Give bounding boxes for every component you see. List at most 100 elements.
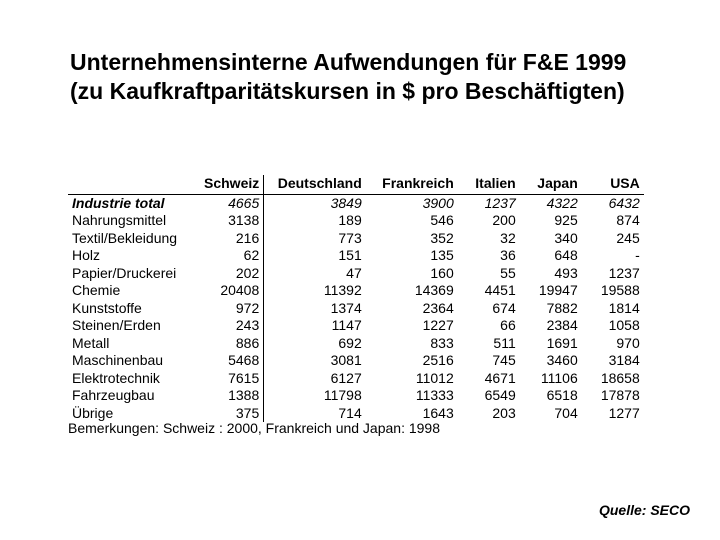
- row-label: Textil/Bekleidung: [68, 230, 200, 248]
- cell: 245: [582, 230, 644, 248]
- row-label: Industrie total: [68, 194, 200, 212]
- table-row: Fahrzeugbau138811798113336549651817878: [68, 387, 644, 405]
- cell: 36: [458, 247, 520, 265]
- cell: 1147: [264, 317, 366, 335]
- table-header-row: Schweiz Deutschland Frankreich Italien J…: [68, 175, 644, 194]
- cell: 18658: [582, 370, 644, 388]
- table-body: Industrie total466538493900123743226432N…: [68, 194, 644, 422]
- cell: 2384: [520, 317, 582, 335]
- cell: 203: [458, 405, 520, 423]
- cell: 692: [264, 335, 366, 353]
- col-header-schweiz: Schweiz: [200, 175, 264, 194]
- table-row: Maschinenbau54683081251674534603184: [68, 352, 644, 370]
- cell: 3900: [366, 194, 458, 212]
- source-text: Quelle: SECO: [599, 502, 690, 518]
- cell: 2516: [366, 352, 458, 370]
- cell: 11392: [264, 282, 366, 300]
- cell: 160: [366, 265, 458, 283]
- cell: 17878: [582, 387, 644, 405]
- cell: 55: [458, 265, 520, 283]
- cell: 3460: [520, 352, 582, 370]
- cell: 7882: [520, 300, 582, 318]
- table-row: Papier/Druckerei20247160554931237: [68, 265, 644, 283]
- cell: 704: [520, 405, 582, 423]
- row-label: Papier/Druckerei: [68, 265, 200, 283]
- table-row: Nahrungsmittel3138189546200925874: [68, 212, 644, 230]
- cell: 648: [520, 247, 582, 265]
- col-header-italien: Italien: [458, 175, 520, 194]
- cell: 4671: [458, 370, 520, 388]
- cell: 674: [458, 300, 520, 318]
- row-label: Metall: [68, 335, 200, 353]
- cell: 62: [200, 247, 264, 265]
- cell: 200: [458, 212, 520, 230]
- cell: 340: [520, 230, 582, 248]
- table-row: Steinen/Erden243114712276623841058: [68, 317, 644, 335]
- row-label: Elektrotechnik: [68, 370, 200, 388]
- cell: 1237: [582, 265, 644, 283]
- cell: 352: [366, 230, 458, 248]
- cell: 11798: [264, 387, 366, 405]
- cell: 1691: [520, 335, 582, 353]
- cell: 151: [264, 247, 366, 265]
- table-container: Schweiz Deutschland Frankreich Italien J…: [68, 175, 670, 422]
- slide-title: Unternehmensinterne Aufwendungen für F&E…: [70, 48, 670, 106]
- cell: 886: [200, 335, 264, 353]
- row-label: Maschinenbau: [68, 352, 200, 370]
- cell: 189: [264, 212, 366, 230]
- table-row: Kunststoffe9721374236467478821814: [68, 300, 644, 318]
- cell: 1374: [264, 300, 366, 318]
- cell: 7615: [200, 370, 264, 388]
- cell: 135: [366, 247, 458, 265]
- cell: 972: [200, 300, 264, 318]
- cell: 3138: [200, 212, 264, 230]
- table-row: Elektrotechnik76156127110124671111061865…: [68, 370, 644, 388]
- table-row: Holz6215113536648-: [68, 247, 644, 265]
- table-row: Textil/Bekleidung21677335232340245: [68, 230, 644, 248]
- cell: -: [582, 247, 644, 265]
- row-label: Steinen/Erden: [68, 317, 200, 335]
- cell: 66: [458, 317, 520, 335]
- cell: 1237: [458, 194, 520, 212]
- col-header-usa: USA: [582, 175, 644, 194]
- cell: 14369: [366, 282, 458, 300]
- cell: 546: [366, 212, 458, 230]
- col-header-japan: Japan: [520, 175, 582, 194]
- data-table: Schweiz Deutschland Frankreich Italien J…: [68, 175, 644, 422]
- cell: 243: [200, 317, 264, 335]
- cell: 925: [520, 212, 582, 230]
- cell: 6549: [458, 387, 520, 405]
- col-header-deutschland: Deutschland: [264, 175, 366, 194]
- cell: 4322: [520, 194, 582, 212]
- title-line-1: Unternehmensinterne Aufwendungen für F&E…: [70, 49, 626, 75]
- cell: 20408: [200, 282, 264, 300]
- cell: 6127: [264, 370, 366, 388]
- table-row: Chemie20408113921436944511994719588: [68, 282, 644, 300]
- cell: 5468: [200, 352, 264, 370]
- cell: 874: [582, 212, 644, 230]
- cell: 970: [582, 335, 644, 353]
- cell: 216: [200, 230, 264, 248]
- remarks-text: Bemerkungen: Schweiz : 2000, Frankreich …: [68, 420, 440, 436]
- cell: 11333: [366, 387, 458, 405]
- cell: 19947: [520, 282, 582, 300]
- slide: { "title_line1": "Unternehmensinterne Au…: [0, 0, 720, 540]
- cell: 3849: [264, 194, 366, 212]
- row-label: Holz: [68, 247, 200, 265]
- cell: 4665: [200, 194, 264, 212]
- cell: 1814: [582, 300, 644, 318]
- cell: 11012: [366, 370, 458, 388]
- row-label: Nahrungsmittel: [68, 212, 200, 230]
- cell: 19588: [582, 282, 644, 300]
- cell: 6518: [520, 387, 582, 405]
- cell: 511: [458, 335, 520, 353]
- cell: 1227: [366, 317, 458, 335]
- cell: 47: [264, 265, 366, 283]
- cell: 833: [366, 335, 458, 353]
- row-label: Chemie: [68, 282, 200, 300]
- col-header-frankreich: Frankreich: [366, 175, 458, 194]
- row-label: Fahrzeugbau: [68, 387, 200, 405]
- cell: 11106: [520, 370, 582, 388]
- cell: 1058: [582, 317, 644, 335]
- cell: 493: [520, 265, 582, 283]
